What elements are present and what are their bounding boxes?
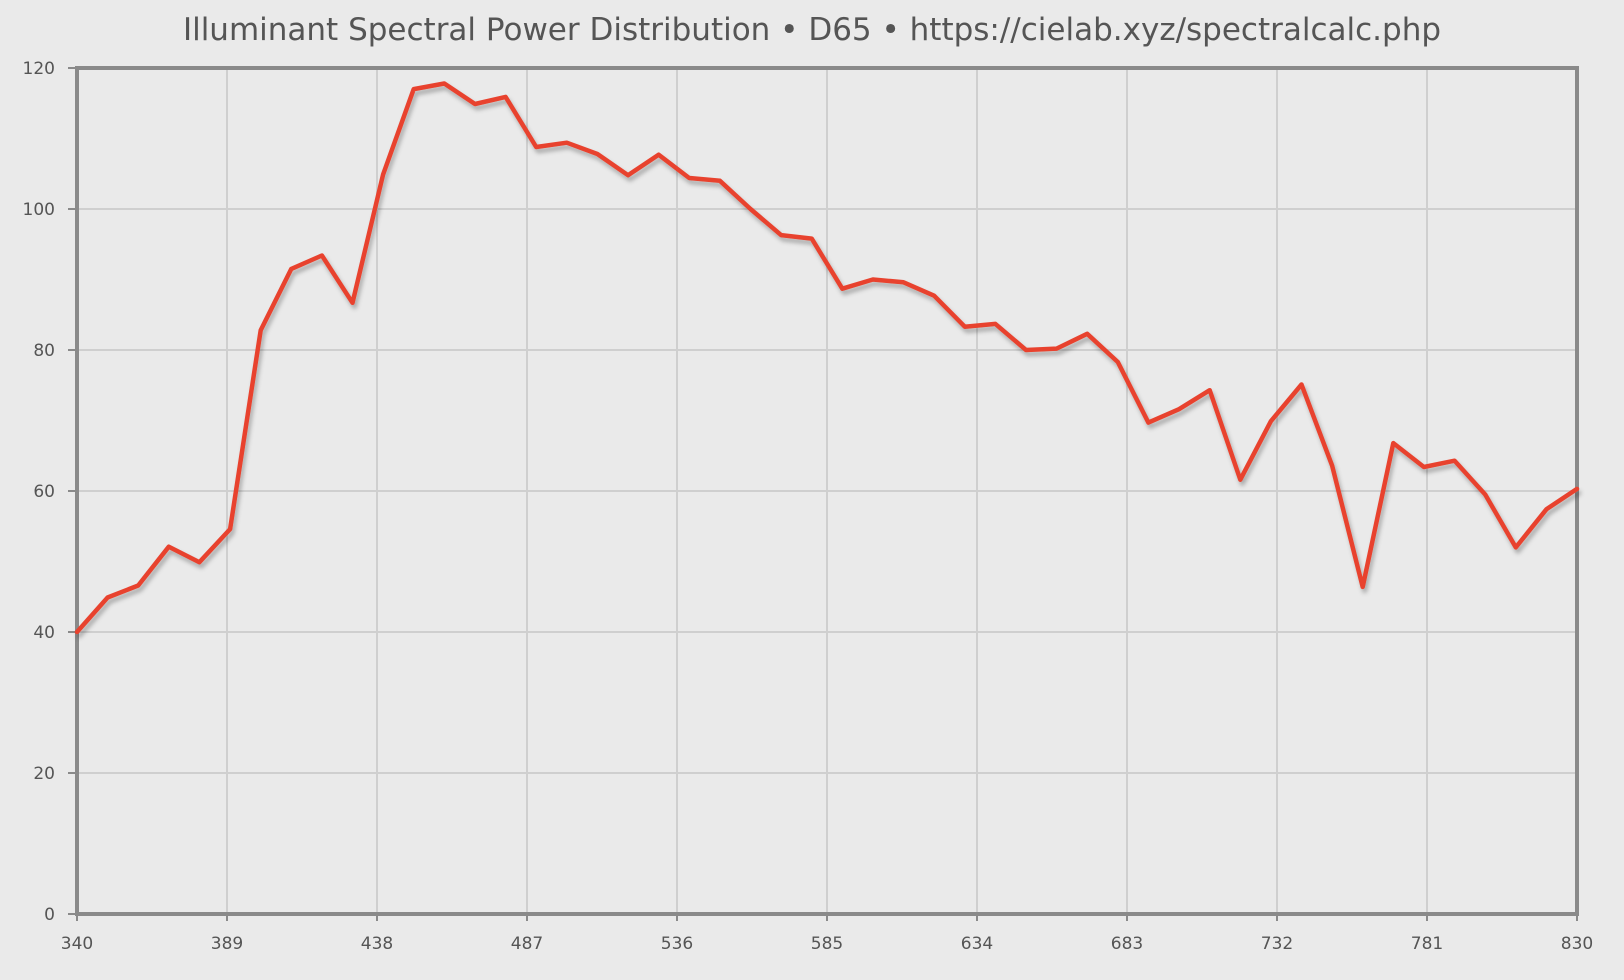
data-point: [932, 294, 936, 298]
data-point: [1116, 360, 1120, 364]
data-point: [779, 233, 783, 237]
x-tick-label: 830: [1561, 934, 1593, 954]
x-tick-label: 536: [661, 934, 693, 954]
data-point: [993, 322, 997, 326]
data-point: [1514, 545, 1518, 549]
data-point: [1330, 464, 1334, 468]
data-point: [1300, 383, 1304, 387]
data-point: [657, 153, 661, 157]
data-point: [1177, 407, 1181, 411]
data-point: [167, 545, 171, 549]
data-point: [534, 145, 538, 149]
data-point: [1575, 487, 1579, 491]
y-tick-label: 0: [44, 905, 55, 925]
data-point: [1422, 465, 1426, 469]
x-tick-label: 585: [811, 934, 843, 954]
data-point: [197, 560, 201, 564]
data-point: [1238, 478, 1242, 482]
series-line: [74, 81, 1580, 635]
data-point: [75, 630, 79, 634]
x-tick-label: 340: [61, 934, 93, 954]
data-point: [626, 173, 630, 177]
data-point: [504, 95, 508, 99]
data-point: [1544, 507, 1548, 511]
data-point: [1453, 459, 1457, 463]
y-tick-label: 60: [33, 482, 55, 502]
data-point: [749, 207, 753, 211]
x-tick-label: 634: [961, 934, 993, 954]
data-point: [1055, 347, 1059, 351]
x-tick-label: 389: [211, 934, 243, 954]
data-point: [565, 141, 569, 145]
data-point: [1269, 419, 1273, 423]
chart-title: Illuminant Spectral Power Distribution •…: [182, 12, 1442, 48]
x-tick-label: 487: [511, 934, 543, 954]
data-point: [718, 179, 722, 183]
data-point: [963, 325, 967, 329]
data-point: [473, 102, 477, 106]
data-point: [1085, 332, 1089, 336]
data-point: [1483, 493, 1487, 497]
data-point: [902, 280, 906, 284]
data-point: [595, 152, 599, 156]
data-point: [1391, 441, 1395, 445]
data-point: [412, 87, 416, 91]
data-point: [871, 278, 875, 282]
data-point: [351, 301, 355, 305]
data-point: [136, 584, 140, 588]
data-point: [289, 267, 293, 271]
data-point: [1361, 585, 1365, 589]
data-point: [810, 237, 814, 241]
data-point: [442, 82, 446, 86]
data-point: [320, 254, 324, 258]
x-tick-label: 781: [1411, 934, 1443, 954]
y-tick-label: 20: [33, 764, 55, 784]
data-point: [1208, 388, 1212, 392]
x-tick-label: 683: [1111, 934, 1143, 954]
x-tick-label: 438: [361, 934, 393, 954]
y-tick-label: 120: [23, 59, 55, 79]
data-point: [687, 176, 691, 180]
data-point: [1024, 348, 1028, 352]
data-point: [840, 287, 844, 291]
data-point: [1146, 421, 1150, 425]
y-tick-label: 100: [23, 200, 55, 220]
x-tick-label: 732: [1261, 934, 1293, 954]
data-point: [228, 527, 232, 531]
data-point: [259, 328, 263, 332]
y-tick-label: 40: [33, 623, 55, 643]
y-tick-label: 80: [33, 341, 55, 361]
data-point: [106, 596, 110, 600]
data-point: [381, 173, 385, 177]
